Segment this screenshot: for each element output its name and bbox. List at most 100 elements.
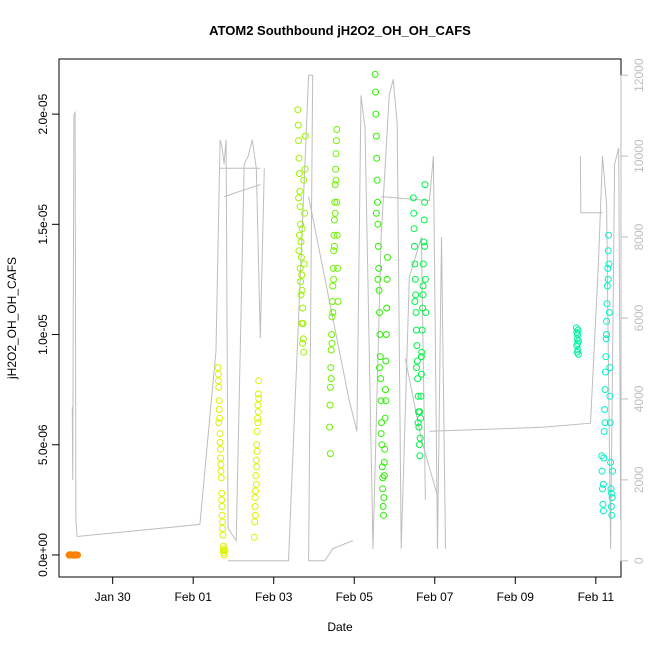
data-point	[413, 326, 420, 334]
data-point	[418, 326, 426, 334]
x-axis-label: Date	[327, 620, 353, 634]
secondary-line-segment	[429, 147, 622, 549]
data-point	[330, 242, 338, 250]
data-point	[299, 335, 307, 343]
data-point	[372, 88, 379, 96]
data-point	[604, 275, 612, 283]
data-point	[373, 154, 381, 162]
data-point	[379, 485, 387, 493]
data-point	[409, 194, 417, 202]
data-point	[215, 397, 223, 405]
data-point	[418, 348, 426, 356]
y2-axis: 0 2000 4000 6000 8000 10000 12000	[620, 58, 646, 564]
data-point	[374, 275, 382, 283]
data-point	[326, 450, 334, 458]
data-point	[376, 331, 384, 338]
data-point	[300, 176, 308, 184]
data-point	[301, 165, 309, 173]
data-point	[253, 447, 261, 455]
y-tick-label: 1.0e-05	[36, 314, 50, 355]
data-point	[330, 216, 338, 224]
data-point	[414, 392, 422, 400]
data-point	[216, 439, 224, 446]
data-point	[254, 390, 262, 398]
y2-tick-label: 10000	[632, 139, 646, 173]
data-point	[414, 375, 422, 383]
data-point	[374, 242, 382, 250]
data-point	[417, 370, 425, 378]
secondary-line-segment	[381, 156, 446, 549]
y-axis-label: jH2O2_OH_OH_CAFS	[5, 257, 19, 380]
data-point	[301, 209, 309, 217]
data-point	[376, 353, 384, 361]
data-point	[609, 467, 617, 475]
data-point	[73, 551, 81, 559]
data-point	[383, 304, 391, 312]
y2-tick-label: 8000	[632, 223, 646, 250]
data-point	[332, 165, 340, 173]
data-point	[219, 525, 226, 532]
secondary-line-segment	[228, 74, 354, 562]
data-point	[382, 386, 389, 394]
data-point	[601, 419, 609, 427]
data-point	[252, 511, 259, 519]
data-point	[602, 335, 610, 343]
data-point	[217, 461, 225, 469]
data-point	[573, 342, 581, 350]
data-point	[379, 503, 387, 510]
data-point	[66, 551, 74, 559]
data-point	[329, 282, 337, 290]
plot-area-border	[58, 58, 622, 578]
data-point	[605, 231, 613, 239]
secondary-line-segment	[308, 95, 374, 549]
data-point	[372, 209, 380, 217]
data-point	[326, 423, 334, 431]
data-point	[377, 397, 385, 405]
y2-tick-label: 12000	[632, 58, 646, 92]
data-point	[295, 247, 303, 255]
data-point	[250, 533, 258, 541]
x-tick-label: Feb 07	[416, 590, 454, 604]
data-point	[330, 275, 338, 283]
data-point	[295, 137, 303, 145]
data-point	[333, 126, 341, 133]
data-point	[298, 320, 306, 327]
data-point	[214, 364, 222, 372]
data-point	[413, 364, 420, 372]
data-point	[410, 209, 418, 217]
data-point	[381, 414, 389, 422]
data-point	[410, 225, 418, 233]
data-point	[421, 198, 429, 206]
data-point	[574, 326, 582, 334]
data-point	[220, 551, 228, 559]
data-point	[295, 154, 303, 162]
data-points	[65, 70, 617, 559]
data-point	[372, 110, 380, 118]
data-point	[599, 507, 607, 515]
data-point	[252, 480, 260, 488]
y2-tick-label: 0	[632, 557, 646, 564]
data-point	[599, 480, 607, 488]
data-point	[420, 238, 428, 246]
y2-tick-label: 6000	[632, 304, 646, 331]
y-tick-label: 1.5e-05	[36, 204, 50, 245]
data-point	[419, 291, 427, 299]
data-point	[214, 377, 222, 385]
data-point	[601, 406, 609, 413]
data-point	[607, 458, 615, 466]
data-point	[296, 187, 304, 195]
data-point	[606, 392, 614, 400]
data-point	[378, 419, 385, 427]
data-point	[295, 231, 303, 239]
data-point	[380, 472, 388, 480]
data-point	[572, 324, 580, 332]
data-point	[378, 441, 386, 449]
data-point	[603, 331, 611, 338]
data-point	[599, 485, 606, 493]
data-point	[603, 300, 611, 308]
data-point	[297, 278, 305, 286]
data-point	[297, 238, 305, 246]
y2-tick-label: 2000	[632, 466, 646, 493]
data-point	[327, 375, 335, 383]
